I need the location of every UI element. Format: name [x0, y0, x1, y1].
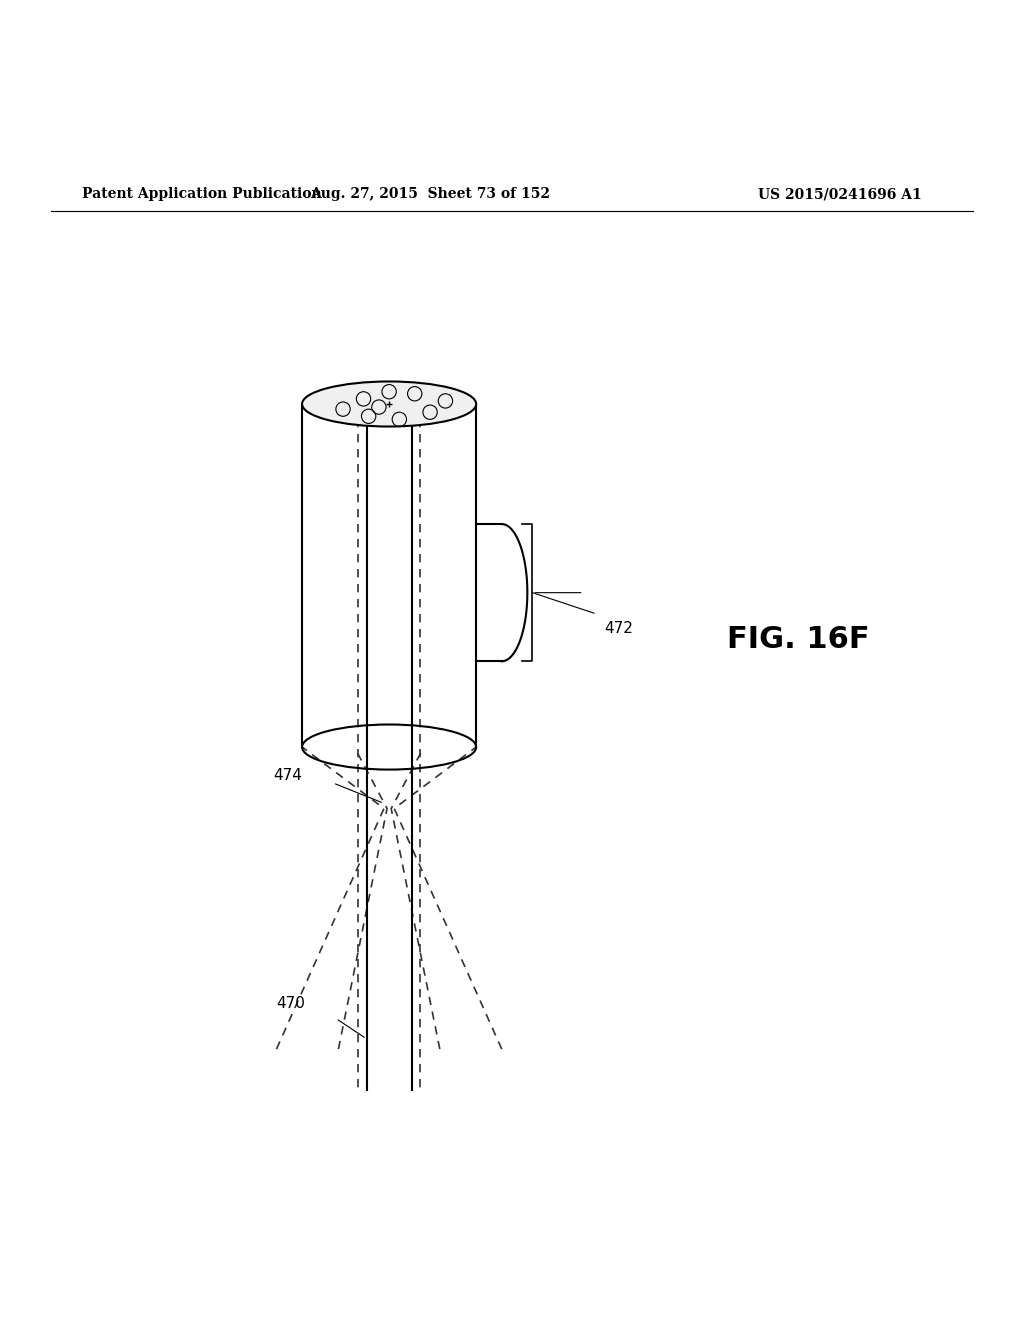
- Text: 474: 474: [273, 768, 302, 783]
- Text: 472: 472: [604, 620, 633, 636]
- Text: US 2015/0241696 A1: US 2015/0241696 A1: [758, 187, 922, 201]
- Text: Patent Application Publication: Patent Application Publication: [82, 187, 322, 201]
- Text: 470: 470: [276, 995, 305, 1011]
- Ellipse shape: [302, 381, 476, 426]
- Text: Aug. 27, 2015  Sheet 73 of 152: Aug. 27, 2015 Sheet 73 of 152: [310, 187, 550, 201]
- Text: FIG. 16F: FIG. 16F: [727, 626, 870, 653]
